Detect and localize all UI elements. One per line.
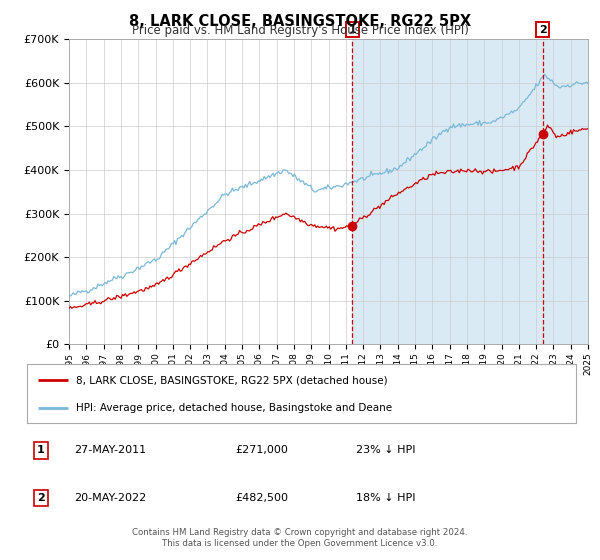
Text: £271,000: £271,000 [236, 445, 289, 455]
Text: 1: 1 [37, 445, 44, 455]
Text: 1: 1 [349, 25, 356, 35]
Bar [352, 39, 592, 344]
Text: Price paid vs. HM Land Registry's House Price Index (HPI): Price paid vs. HM Land Registry's House … [131, 24, 469, 37]
Text: 8, LARK CLOSE, BASINGSTOKE, RG22 5PX (detached house): 8, LARK CLOSE, BASINGSTOKE, RG22 5PX (de… [76, 375, 388, 385]
Text: Contains HM Land Registry data © Crown copyright and database right 2024.: Contains HM Land Registry data © Crown c… [132, 528, 468, 536]
Text: 8, LARK CLOSE, BASINGSTOKE, RG22 5PX: 8, LARK CLOSE, BASINGSTOKE, RG22 5PX [129, 14, 471, 29]
Text: £482,500: £482,500 [236, 493, 289, 503]
Text: This data is licensed under the Open Government Licence v3.0.: This data is licensed under the Open Gov… [163, 539, 437, 548]
Text: 18% ↓ HPI: 18% ↓ HPI [356, 493, 416, 503]
Text: 20-MAY-2022: 20-MAY-2022 [74, 493, 146, 503]
Text: 2: 2 [37, 493, 44, 503]
Text: 23% ↓ HPI: 23% ↓ HPI [356, 445, 416, 455]
Text: 27-MAY-2011: 27-MAY-2011 [74, 445, 146, 455]
Text: HPI: Average price, detached house, Basingstoke and Deane: HPI: Average price, detached house, Basi… [76, 403, 392, 413]
Text: 2: 2 [539, 25, 547, 35]
